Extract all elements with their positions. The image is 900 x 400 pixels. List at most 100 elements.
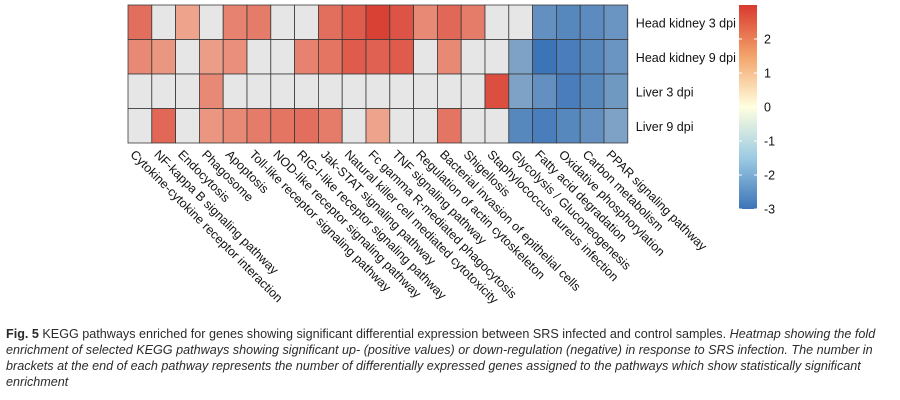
heatmap-cell xyxy=(484,39,510,75)
heatmap-cell xyxy=(532,4,557,40)
figure-label: Fig. 5 xyxy=(6,327,39,341)
heatmap-cell xyxy=(365,39,391,75)
row-label: Liver 9 dpi xyxy=(636,120,694,134)
heatmap-cell xyxy=(198,108,224,144)
figure-description: Heatmap showing the fold enrichment of s… xyxy=(6,327,876,389)
heatmap-cell xyxy=(127,108,153,144)
heatmap-cell xyxy=(532,73,557,109)
heatmap-cell xyxy=(460,4,486,40)
heatmap-cell xyxy=(175,73,200,109)
heatmap-cell xyxy=(294,108,319,144)
heatmap-cell xyxy=(556,73,581,109)
heatmap-cell xyxy=(198,39,224,75)
heatmap-cell xyxy=(341,39,367,75)
heatmap-cell xyxy=(436,108,462,144)
heatmap-cell xyxy=(175,39,200,75)
heatmap-cell xyxy=(508,4,533,40)
heatmap-cell xyxy=(484,4,510,40)
legend-tick-label: 2 xyxy=(764,33,771,47)
heatmap-cell xyxy=(175,4,200,40)
heatmap-cell xyxy=(127,73,153,109)
heatmap-cell xyxy=(198,4,224,40)
legend-tick-label: 1 xyxy=(764,67,771,81)
heatmap-cell xyxy=(413,4,438,40)
heatmap-cell xyxy=(413,73,438,109)
legend-color-bar xyxy=(739,5,757,209)
heatmap-cell xyxy=(389,4,414,40)
heatmap-cell xyxy=(151,73,177,109)
heatmap-cell xyxy=(222,39,248,75)
heatmap-cell xyxy=(270,73,295,109)
heatmap-cell xyxy=(436,73,462,109)
heatmap-cell xyxy=(603,73,629,109)
heatmap-cell xyxy=(294,73,319,109)
heatmap-cell xyxy=(556,39,581,75)
heatmap-cell xyxy=(579,4,605,40)
legend-tick-label: -1 xyxy=(764,135,775,149)
heatmap-cell xyxy=(484,108,510,144)
heatmap-cell xyxy=(389,108,414,144)
heatmap-cell xyxy=(603,39,629,75)
heatmap-cell xyxy=(556,108,581,144)
heatmap-cell xyxy=(389,39,414,75)
heatmap-cell xyxy=(365,4,391,40)
heatmap-cell xyxy=(294,4,319,40)
heatmap-cell xyxy=(270,108,295,144)
heatmap-cell xyxy=(270,39,295,75)
heatmap-cell xyxy=(246,73,272,109)
heatmap-cell xyxy=(579,39,605,75)
heatmap-cell xyxy=(436,4,462,40)
heatmap-cell xyxy=(341,73,367,109)
heatmap-cell xyxy=(151,39,177,75)
heatmap-cell xyxy=(532,39,557,75)
heatmap-cell xyxy=(317,39,343,75)
heatmap-cell xyxy=(413,108,438,144)
heatmap-cell xyxy=(579,108,605,144)
heatmap-cell xyxy=(460,108,486,144)
heatmap-cell xyxy=(127,4,153,40)
heatmap-cell xyxy=(175,108,200,144)
figure-title: KEGG pathways enriched for genes showing… xyxy=(42,327,727,341)
legend-tick-label: -2 xyxy=(764,169,775,183)
heatmap-cell xyxy=(460,39,486,75)
heatmap-cell xyxy=(341,4,367,40)
heatmap-cell xyxy=(508,39,533,75)
heatmap-cell xyxy=(484,73,510,109)
heatmap-cell xyxy=(246,108,272,144)
heatmap-cell xyxy=(317,108,343,144)
legend-tick-label: 0 xyxy=(764,101,771,115)
heatmap-cell xyxy=(508,108,533,144)
heatmap-cell xyxy=(222,4,248,40)
heatmap-cell xyxy=(365,73,391,109)
heatmap-cell xyxy=(389,73,414,109)
row-label: Liver 3 dpi xyxy=(636,85,694,99)
heatmap-cell xyxy=(413,39,438,75)
legend-tick-label: -3 xyxy=(764,203,775,217)
heatmap-cell xyxy=(341,108,367,144)
heatmap-cell xyxy=(603,108,629,144)
heatmap-cell xyxy=(222,73,248,109)
heatmap-chart: Head kidney 3 dpi Head kidney 9 dpi Liver … xyxy=(127,4,775,307)
heatmap-cell xyxy=(246,4,272,40)
heatmap-cells xyxy=(127,4,629,144)
heatmap-cell xyxy=(270,4,295,40)
heatmap-cell xyxy=(508,73,533,109)
row-label: Head kidney 3 dpi xyxy=(636,16,736,30)
heatmap-cell xyxy=(317,4,343,40)
column-labels: Cytokine-cytokine receptor interactionNF… xyxy=(128,147,711,307)
heatmap-cell xyxy=(436,39,462,75)
heatmap-cell xyxy=(151,108,177,144)
heatmap-cell xyxy=(198,73,224,109)
heatmap-cell xyxy=(127,39,153,75)
heatmap-cell xyxy=(294,39,319,75)
heatmap-cell xyxy=(579,73,605,109)
heatmap-cell xyxy=(365,108,391,144)
heatmap-cell xyxy=(603,4,629,40)
heatmap-cell xyxy=(151,4,177,40)
heatmap-cell xyxy=(222,108,248,144)
heatmap-cell xyxy=(532,108,557,144)
heatmap-cell xyxy=(556,4,581,40)
color-legend: 2 1 0 -1 -2 -3 xyxy=(739,5,775,217)
heatmap-cell xyxy=(460,73,486,109)
row-label: Head kidney 9 dpi xyxy=(636,51,736,65)
